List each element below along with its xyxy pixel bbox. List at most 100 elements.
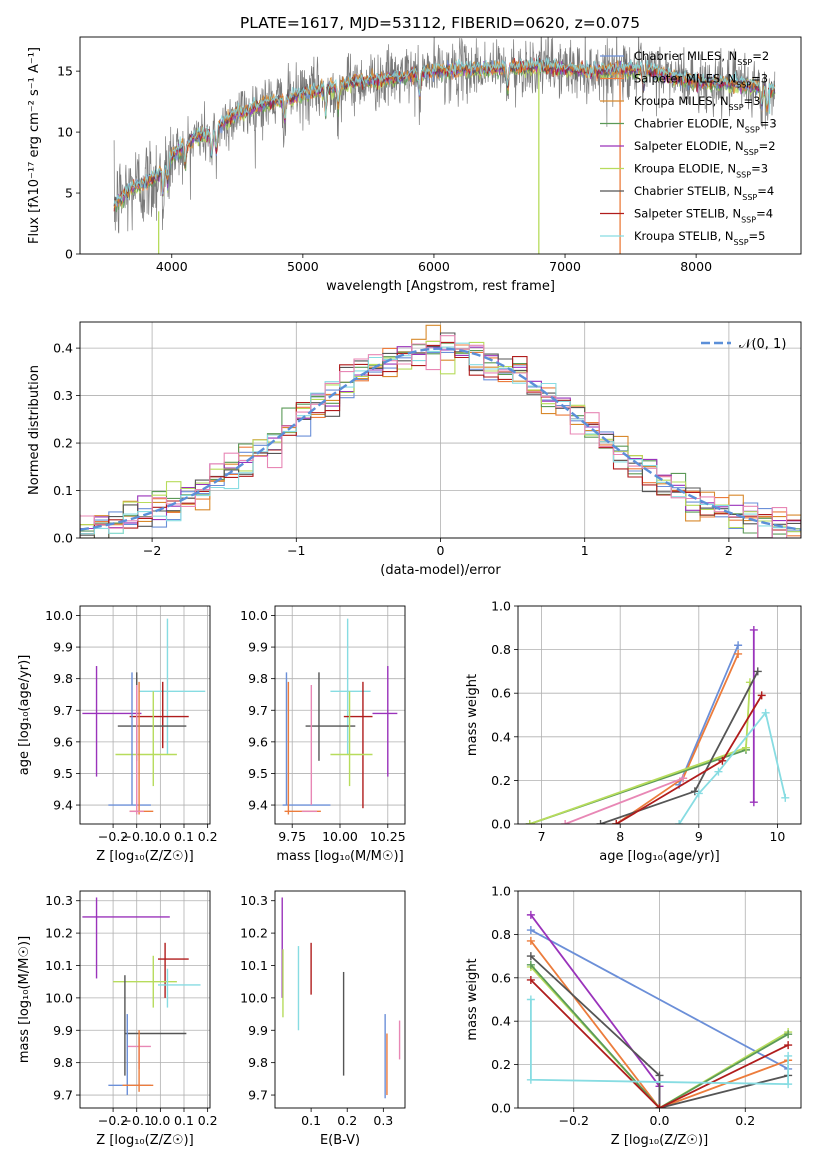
age-vs-mass-xtick-label: 9.75 [278,829,306,844]
weight-point-marker [761,708,770,717]
age-vs-mass-ytick-label: 9.6 [248,734,268,749]
weight-point-marker [526,1075,535,1084]
weight-vs-Z-ytick-label: 1.0 [491,884,511,899]
age-vs-mass-ytick-label: 9.5 [248,766,268,781]
mass-vs-ebv-ytick-label: 9.8 [248,1055,268,1070]
weight-series-line [530,979,789,1108]
mass-vs-ebv-ytick-label: 10.1 [240,958,268,973]
weight-vs-Z-axes: −0.2 0.0 0.2 0.0 0.2 0.4 0.6 0.8 1.0 Z [log₁₀(Z/Z… [465,884,802,1148]
age-vs-Z-ytick-label: 9.8 [53,671,73,686]
residuals-xtick-label: 2 [725,543,733,558]
age-vs-mass-xtick-label: 10.25 [370,829,406,844]
weight-vs-Z-xtick-label: 0.0 [650,1113,670,1128]
mass-vs-Z-ytick-label: 10.3 [45,893,73,908]
weight-point-marker [784,1041,793,1050]
mass-vs-Z-frame [79,890,211,1109]
spectrum-legend-label: Kroupa MILES, NSSP=3 [634,94,760,112]
weight-vs-age-ytick-label: 0.6 [491,686,511,701]
residuals-xtick-label: −2 [143,543,161,558]
mass-vs-ebv-xlabel: E(B-V) [320,1133,360,1148]
spectrum-legend-label: Kroupa STELIB, NSSP=5 [634,229,765,247]
age-vs-mass-xtick-label: 10.00 [322,829,358,844]
mass-vs-Z-xtick-label: 0.0 [150,1113,170,1128]
weight-point-marker [675,820,684,824]
weight-point-marker [525,820,534,824]
weight-point-marker [526,975,535,984]
weight-point-marker [655,1104,664,1108]
mass-vs-ebv-ytick-label: 10.3 [240,893,268,908]
residuals-xtick-label: 0 [437,543,445,558]
weight-vs-age-ytick-label: 0.4 [491,729,511,744]
weight-point-marker [679,774,688,783]
weight-point-marker [781,793,790,802]
weight-point-marker [526,952,535,961]
age-vs-Z-ylabel: age [log₁₀(age/yr)] [17,655,32,776]
mass-vs-Z-ylabel: mass [log₁₀(M/M☉)] [17,936,32,1063]
weight-point-marker [741,743,750,752]
mass-vs-ebv-xtick-label: 0.2 [337,1113,357,1128]
weight-point-marker [749,798,758,807]
mass-vs-Z-xtick-label: −0.2 [98,1113,128,1128]
weight-series-line [678,710,787,824]
mass-vs-Z-ytick-label: 9.7 [53,1088,73,1103]
weight-vs-Z-ytick-label: 0.2 [491,1057,511,1072]
age-vs-Z-xlabel: Z [log₁₀(Z/Z☉)] [96,849,193,864]
weight-vs-age-xlabel: age [log₁₀(age/yr)] [599,849,720,864]
mass-vs-Z-xtick-label: 0.1 [174,1113,194,1128]
age-vs-mass-ytick-label: 9.8 [248,671,268,686]
weight-point-marker [561,820,570,824]
age-vs-Z-frame [79,605,211,825]
age-vs-mass-xlabel: mass [log₁₀(M/M☉)] [276,849,403,864]
spectrum-xtick-label: 4000 [156,259,188,274]
spectrum-xtick-label: 7000 [549,259,581,274]
gaussian-curve [80,347,801,531]
weight-vs-Z-ylabel: mass weight [465,958,480,1040]
spectrum-ytick-label: 5 [65,186,73,201]
residuals-plot-area [80,324,801,538]
age-vs-mass-ytick-label: 9.9 [248,640,268,655]
mass-vs-Z-ytick-label: 10.0 [45,990,73,1005]
weight-vs-age-ytick-label: 0.2 [491,773,511,788]
weight-series-line [530,966,789,1108]
weight-vs-age-axes: 7 8 9 10 0.0 0.2 0.4 0.6 0.8 1.0 age [log₁₀(age/yr… [465,599,802,864]
weight-point-marker [526,926,535,935]
weight-vs-Z-ytick-label: 0.4 [491,1014,511,1029]
spectrum-axes: 4000 5000 6000 7000 8000 0 5 10 15 wavelength [An… [27,36,802,294]
spectrum-xtick-label: 8000 [680,259,712,274]
weight-vs-Z-xtick-label: 0.2 [735,1113,755,1128]
weight-series-line [530,955,789,1108]
age-vs-Z-xtick-label: −0.1 [122,829,152,844]
weight-point-marker [734,649,743,658]
age-vs-Z-xtick-label: 0.0 [150,829,170,844]
weight-vs-age-xtick-label: 10 [769,829,785,844]
age-vs-Z-axes: −0.2−0.10.0 0.1 0.2 9.4 9.5 9.6 9.7 9.8 9.9 10.0 Z… [17,605,218,864]
spectrum-legend-label: Chabrier STELIB, NSSP=4 [634,184,774,202]
spectrum-plot-area [113,37,776,254]
weight-vs-Z-frame [517,890,802,1109]
weight-point-marker [784,1080,793,1089]
spectrum-xlabel: wavelength [Angstrom, rest frame] [326,279,555,294]
mass-vs-ebv-ytick-label: 9.7 [248,1088,268,1103]
weight-series-line [530,929,789,1070]
weight-point-marker [694,789,703,798]
mass-vs-Z-xtick-label: 0.2 [198,1113,218,1128]
weight-vs-age-xtick-label: 9 [695,829,703,844]
gaussian-legend-label: 𝒩(0, 1) [739,337,786,352]
weight-series-line [678,644,739,786]
mass-vs-Z-ytick-label: 9.9 [53,1023,73,1038]
residuals-ytick-label: 0.0 [53,531,73,546]
spectrum-model-line [113,59,776,207]
spectrum-ytick-label: 15 [57,64,73,79]
weight-series-line [530,999,789,1086]
weight-series-line [530,964,789,1108]
weight-series-line [564,777,684,824]
residuals-ytick-label: 0.3 [53,388,73,403]
weight-point-marker [526,910,535,919]
age-vs-Z-ytick-label: 9.4 [53,798,73,813]
mass-vs-ebv-ytick-label: 10.0 [240,990,268,1005]
mass-vs-ebv-plot-area [281,897,401,1099]
age-vs-Z-ytick-label: 9.9 [53,640,73,655]
weight-point-marker [596,820,605,824]
weight-vs-age-frame [517,605,802,825]
